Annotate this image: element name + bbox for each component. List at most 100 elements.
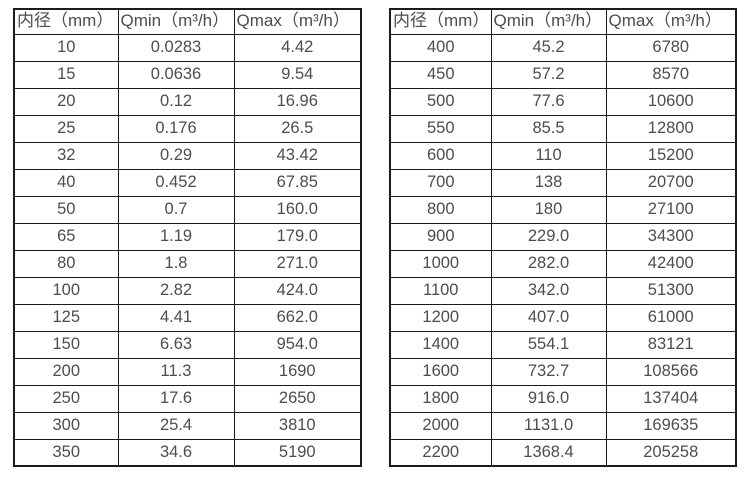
table-row: 1200 407.0 61000 bbox=[389, 303, 737, 332]
data-cell-diameter: 150 bbox=[13, 330, 119, 359]
data-cell-qmin: 34.6 bbox=[117, 438, 235, 467]
table-row: 400 45.2 6780 bbox=[389, 33, 737, 62]
data-cell-qmin: 342.0 bbox=[490, 276, 607, 305]
data-cell-diameter: 65 bbox=[13, 222, 119, 251]
data-cell-qmax: 4.42 bbox=[233, 33, 362, 62]
data-cell-diameter: 2000 bbox=[389, 411, 492, 440]
data-cell-diameter: 25 bbox=[13, 114, 119, 143]
data-cell-qmin: 11.3 bbox=[117, 357, 235, 386]
data-cell-diameter: 1800 bbox=[389, 384, 492, 413]
data-cell-qmax: 5190 bbox=[233, 438, 362, 467]
table-row: 250 17.6 2650 bbox=[13, 384, 362, 413]
table-row: 2200 1368.4 205258 bbox=[389, 438, 737, 467]
data-cell-diameter: 1600 bbox=[389, 357, 492, 386]
data-cell-qmin: 110 bbox=[490, 141, 607, 170]
data-cell-qmin: 138 bbox=[490, 168, 607, 197]
data-cell-qmin: 0.0283 bbox=[117, 33, 235, 62]
data-cell-qmin: 6.63 bbox=[117, 330, 235, 359]
data-cell-qmax: 954.0 bbox=[233, 330, 362, 359]
data-cell-qmax: 8570 bbox=[605, 60, 737, 89]
data-cell-diameter: 100 bbox=[13, 276, 119, 305]
data-cell-diameter: 500 bbox=[389, 87, 492, 116]
data-cell-diameter: 80 bbox=[13, 249, 119, 278]
data-cell-qmin: 0.29 bbox=[117, 141, 235, 170]
data-cell-qmax: 271.0 bbox=[233, 249, 362, 278]
table-row: 1800 916.0 137404 bbox=[389, 384, 737, 413]
data-cell-diameter: 300 bbox=[13, 411, 119, 440]
data-cell-diameter: 800 bbox=[389, 195, 492, 224]
table-row: 25 0.176 26.5 bbox=[13, 114, 362, 143]
data-cell-qmin: 0.7 bbox=[117, 195, 235, 224]
data-cell-qmax: 169635 bbox=[605, 411, 737, 440]
table-row: 550 85.5 12800 bbox=[389, 114, 737, 143]
data-cell-qmin: 85.5 bbox=[490, 114, 607, 143]
data-cell-qmin: 17.6 bbox=[117, 384, 235, 413]
data-cell-qmax: 12800 bbox=[605, 114, 737, 143]
data-cell-qmin: 916.0 bbox=[490, 384, 607, 413]
flow-spec-table-large-diameters: 内径（mm） Qmin（m³/h） Qmax（m³/h） 400 45.2 6780 45… bbox=[389, 8, 737, 467]
data-cell-qmax: 16.96 bbox=[233, 87, 362, 116]
table-row: 700 138 20700 bbox=[389, 168, 737, 197]
table-row: 65 1.19 179.0 bbox=[13, 222, 362, 251]
data-cell-qmax: 137404 bbox=[605, 384, 737, 413]
data-cell-qmax: 108566 bbox=[605, 357, 737, 386]
header-cell-qmax: Qmax（m³/h） bbox=[233, 8, 362, 35]
data-cell-diameter: 32 bbox=[13, 141, 119, 170]
data-cell-qmin: 1.8 bbox=[117, 249, 235, 278]
data-cell-qmin: 4.41 bbox=[117, 303, 235, 332]
data-cell-qmax: 9.54 bbox=[233, 60, 362, 89]
data-cell-qmin: 0.452 bbox=[117, 168, 235, 197]
data-cell-diameter: 125 bbox=[13, 303, 119, 332]
table-row: 20 0.12 16.96 bbox=[13, 87, 362, 116]
data-cell-qmax: 424.0 bbox=[233, 276, 362, 305]
table-row: 10 0.0283 4.42 bbox=[13, 33, 362, 62]
data-cell-qmin: 1368.4 bbox=[490, 438, 607, 467]
data-cell-qmax: 27100 bbox=[605, 195, 737, 224]
data-cell-diameter: 1100 bbox=[389, 276, 492, 305]
data-cell-qmax: 61000 bbox=[605, 303, 737, 332]
data-cell-qmin: 2.82 bbox=[117, 276, 235, 305]
data-cell-qmax: 67.85 bbox=[233, 168, 362, 197]
data-cell-qmax: 15200 bbox=[605, 141, 737, 170]
data-cell-qmin: 407.0 bbox=[490, 303, 607, 332]
data-cell-qmax: 6780 bbox=[605, 33, 737, 62]
data-cell-qmin: 554.1 bbox=[490, 330, 607, 359]
table-row: 1400 554.1 83121 bbox=[389, 330, 737, 359]
data-cell-qmax: 42400 bbox=[605, 249, 737, 278]
data-cell-qmax: 2650 bbox=[233, 384, 362, 413]
table-row: 500 77.6 10600 bbox=[389, 87, 737, 116]
table-row: 50 0.7 160.0 bbox=[13, 195, 362, 224]
data-cell-qmin: 77.6 bbox=[490, 87, 607, 116]
header-cell-diameter: 内径（mm） bbox=[13, 8, 119, 35]
data-cell-diameter: 900 bbox=[389, 222, 492, 251]
table-row: 2000 1131.0 169635 bbox=[389, 411, 737, 440]
data-cell-qmax: 160.0 bbox=[233, 195, 362, 224]
data-cell-qmin: 0.176 bbox=[117, 114, 235, 143]
data-cell-qmin: 1.19 bbox=[117, 222, 235, 251]
table-row: 600 110 15200 bbox=[389, 141, 737, 170]
data-cell-diameter: 1400 bbox=[389, 330, 492, 359]
data-cell-qmax: 1690 bbox=[233, 357, 362, 386]
data-cell-qmin: 180 bbox=[490, 195, 607, 224]
data-cell-qmin: 0.0636 bbox=[117, 60, 235, 89]
data-cell-qmin: 25.4 bbox=[117, 411, 235, 440]
table-header-row: 内径（mm） Qmin（m³/h） Qmax（m³/h） bbox=[13, 8, 362, 35]
data-cell-diameter: 350 bbox=[13, 438, 119, 467]
table-row: 200 11.3 1690 bbox=[13, 357, 362, 386]
data-cell-diameter: 1200 bbox=[389, 303, 492, 332]
table-row: 80 1.8 271.0 bbox=[13, 249, 362, 278]
data-cell-qmax: 205258 bbox=[605, 438, 737, 467]
data-cell-qmin: 0.12 bbox=[117, 87, 235, 116]
data-cell-qmin: 57.2 bbox=[490, 60, 607, 89]
data-cell-qmax: 3810 bbox=[233, 411, 362, 440]
data-cell-diameter: 550 bbox=[389, 114, 492, 143]
data-cell-qmin: 282.0 bbox=[490, 249, 607, 278]
data-cell-qmax: 10600 bbox=[605, 87, 737, 116]
data-cell-diameter: 20 bbox=[13, 87, 119, 116]
header-cell-qmin: Qmin（m³/h） bbox=[490, 8, 607, 35]
table-row: 150 6.63 954.0 bbox=[13, 330, 362, 359]
table-header-row: 内径（mm） Qmin（m³/h） Qmax（m³/h） bbox=[389, 8, 737, 35]
header-cell-diameter: 内径（mm） bbox=[389, 8, 492, 35]
data-cell-qmax: 51300 bbox=[605, 276, 737, 305]
table-row: 1000 282.0 42400 bbox=[389, 249, 737, 278]
